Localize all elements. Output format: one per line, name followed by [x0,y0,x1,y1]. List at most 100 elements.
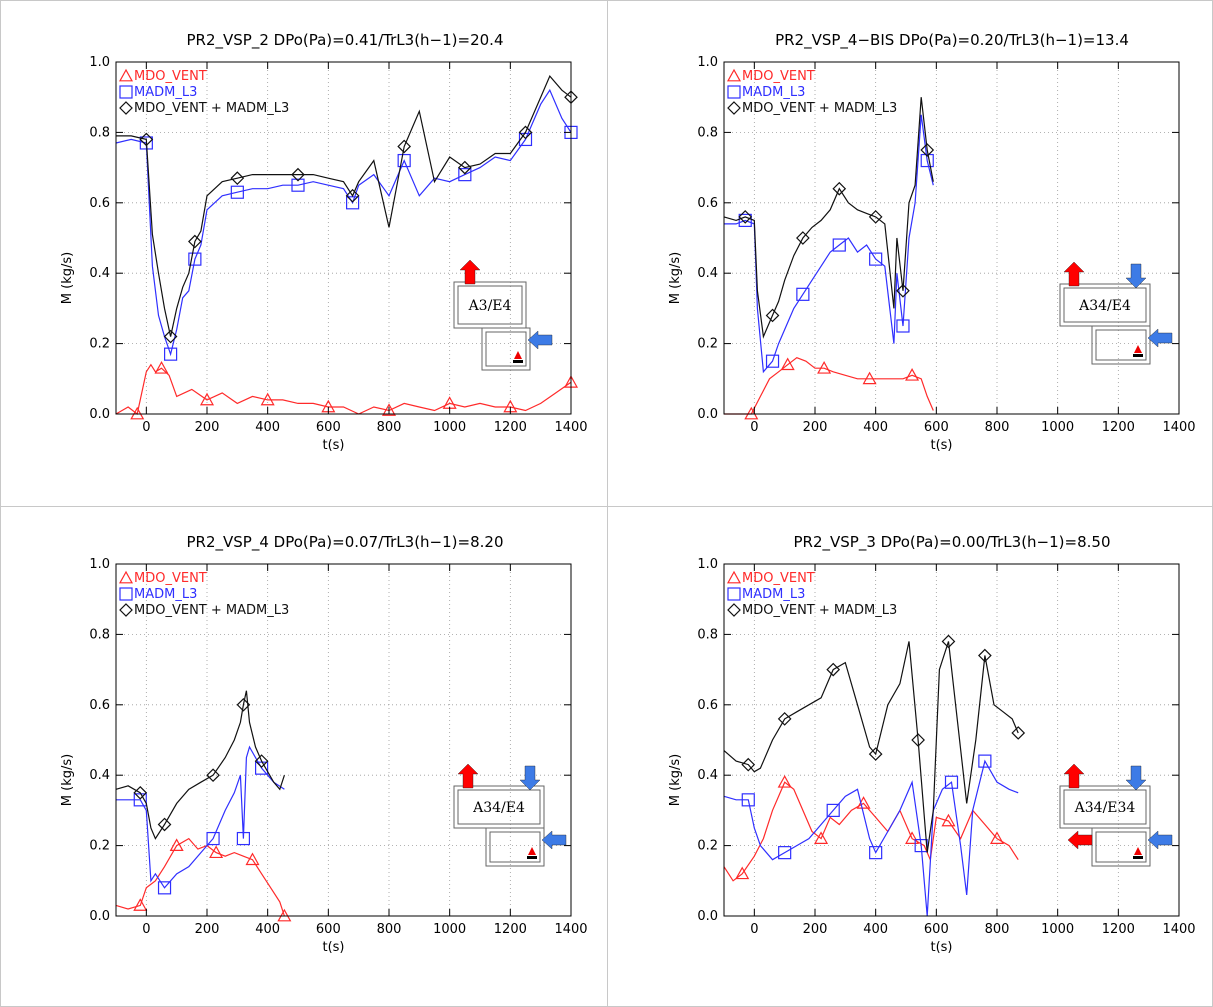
x-tick-label: 1000 [433,922,466,937]
data-point-diamond [1011,726,1026,740]
data-point-square [869,252,883,266]
x-tick-label: 400 [255,922,280,937]
x-tick-label: 600 [316,420,341,435]
x-tick-label: 0 [142,922,150,937]
diagram-label: A34/E34 [1074,800,1136,816]
diagram-lower-inner [1095,329,1147,361]
y-tick-label: 0.4 [697,768,718,783]
red-arrow-up-icon [1063,261,1085,287]
series-line-3 [723,641,1019,853]
legend-label: MDO_VENT [134,69,207,84]
x-tick-label: 400 [863,420,888,435]
red-arrow-up-icon [457,763,479,789]
data-point-diamond [796,231,810,245]
data-point-diamond [133,785,148,800]
y-tick-label: 0.2 [89,839,110,854]
diagram-lower-outer [1091,827,1151,867]
legend-square-icon [119,85,133,99]
fire-source-base [513,360,523,363]
fire-icon [1134,345,1142,353]
data-point-triangle [905,368,920,381]
red-arrow-left-icon [1067,830,1093,850]
x-tick-label: 1200 [494,922,527,937]
data-point-triangle [130,406,145,420]
series-line-2 [723,759,1019,917]
x-tick-label: 1000 [433,420,466,435]
x-tick-label: 1200 [1102,922,1135,937]
y-tick-label: 0.6 [89,196,110,211]
data-point-diamond [911,733,925,747]
fire-icon [528,847,536,855]
y-tick-label: 0.6 [697,196,718,211]
data-point-triangle [862,371,877,385]
data-point-triangle [989,831,1005,844]
y-tick-label: 0.0 [697,909,718,924]
data-point-triangle [260,392,275,406]
data-point-square [738,213,752,227]
data-point-square [778,846,792,860]
chart-3: 0 200 400 600 800 1000 1200 1400 0.0 0.2 0.4 0.6 0.8… [60,533,588,955]
x-tick-label: 1400 [1162,922,1195,937]
data-point-triangle [780,357,795,371]
data-point-diamond [457,160,472,175]
data-point-diamond [157,817,172,832]
x-axis-label: t(s) [930,438,952,453]
data-point-square [157,881,172,895]
x-tick-label: 600 [924,922,949,937]
diagram-upper-inner [457,789,541,825]
data-point-triangle [245,852,260,866]
data-point-square [236,831,250,846]
data-point-square [832,238,846,252]
x-tick-label: 1200 [1102,420,1135,435]
diagram-2: A34/E4 [1059,261,1173,365]
data-point-diamond [741,757,756,772]
legend-label: MADM_L3 [134,85,197,100]
x-tick-label: 400 [255,420,280,435]
legend-label: MDO_VENT [742,69,815,84]
legend-label: MDO_VENT + MADM_L3 [742,101,897,116]
plot-frame [723,61,1180,415]
fire-icon [1134,847,1142,855]
y-tick-label: 0.0 [697,407,718,422]
data-point-square [188,252,202,266]
data-point-triangle [209,845,224,859]
data-point-triangle [381,403,397,416]
diagram-upper-inner [1063,287,1147,323]
y-tick-label: 0.4 [89,768,110,783]
chart-1: 0 200 400 600 800 1000 1200 1400 0.0 0.2 0.4 0.6 0.8… [60,31,588,453]
series-line-1 [115,363,572,416]
diagram-upper-inner [1063,789,1147,825]
y-tick-label: 0.8 [89,125,110,140]
legend-label: MADM_L3 [742,85,805,100]
data-point-square [920,153,934,168]
series-line-3 [723,97,934,339]
y-tick-label: 0.8 [89,627,110,642]
data-point-square [869,846,883,860]
legend-triangle-icon [726,570,742,584]
x-tick-label: 1400 [554,420,587,435]
legend-label: MDO_VENT [742,571,815,586]
red-arrow-up-icon [1063,763,1085,789]
x-axis-label: t(s) [930,940,952,955]
y-tick-label: 0.8 [697,125,718,140]
data-point-triangle [777,775,792,788]
data-point-triangle [169,838,184,852]
data-point-square [741,793,755,807]
data-point-triangle [814,831,829,844]
y-tick-label: 1.0 [89,55,110,70]
data-point-diamond [206,768,220,783]
data-point-triangle [277,908,292,922]
diagram-lower-outer [481,327,531,371]
legend-square-icon [119,587,133,601]
x-tick-label: 600 [924,420,949,435]
x-axis-label: t(s) [322,940,344,955]
data-point-square [826,803,840,818]
y-tick-label: 0.6 [89,698,110,713]
blue-arrow-down-icon [519,765,541,791]
x-tick-label: 1000 [1041,922,1074,937]
x-tick-label: 200 [803,922,828,937]
blue-arrow-down-icon [1125,765,1147,791]
x-tick-label: 400 [863,922,888,937]
y-tick-label: 0.2 [697,839,718,854]
y-axis-label: M (kg/s) [60,754,75,806]
